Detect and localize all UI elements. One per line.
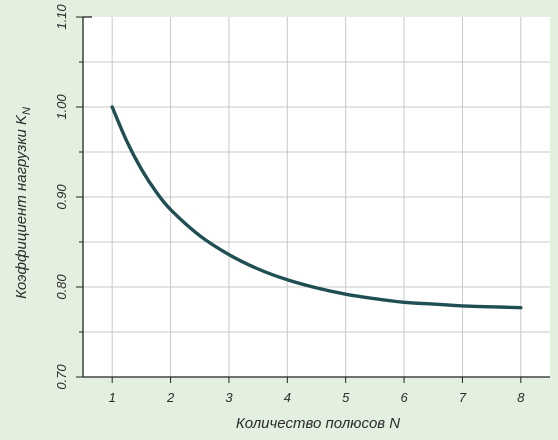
x-tick-label-8: 8 bbox=[517, 390, 525, 405]
y-axis-label-subscript: N bbox=[21, 107, 33, 115]
axes bbox=[76, 16, 550, 383]
y-tick-labels: 0.70 0.80 0.90 1.00 1.10 bbox=[54, 4, 69, 390]
y-axis-label-main: Коэффициент нагрузки K bbox=[13, 114, 30, 299]
x-tick-label-6: 6 bbox=[400, 390, 408, 405]
y-tick-label-1.00: 1.00 bbox=[54, 94, 69, 120]
y-axis-label: Коэффициент нагрузки KN bbox=[13, 107, 33, 299]
x-tick-label-7: 7 bbox=[459, 390, 467, 405]
x-tick-label-1: 1 bbox=[109, 390, 116, 405]
y-tick-label-1.10: 1.10 bbox=[54, 4, 69, 30]
y-tick-label-0.80: 0.80 bbox=[54, 274, 69, 300]
x-axis-label: Количество полюсов N bbox=[236, 415, 400, 432]
x-tick-label-5: 5 bbox=[342, 390, 350, 405]
x-tick-labels: 1 2 3 4 5 6 7 8 bbox=[109, 390, 526, 405]
y-tick-label-0.90: 0.90 bbox=[54, 184, 69, 210]
y-tick-label-0.70: 0.70 bbox=[54, 364, 69, 390]
x-tick-label-2: 2 bbox=[166, 390, 175, 405]
x-tick-label-3: 3 bbox=[225, 390, 233, 405]
series-line bbox=[110, 105, 523, 310]
x-tick-label-4: 4 bbox=[284, 390, 291, 405]
